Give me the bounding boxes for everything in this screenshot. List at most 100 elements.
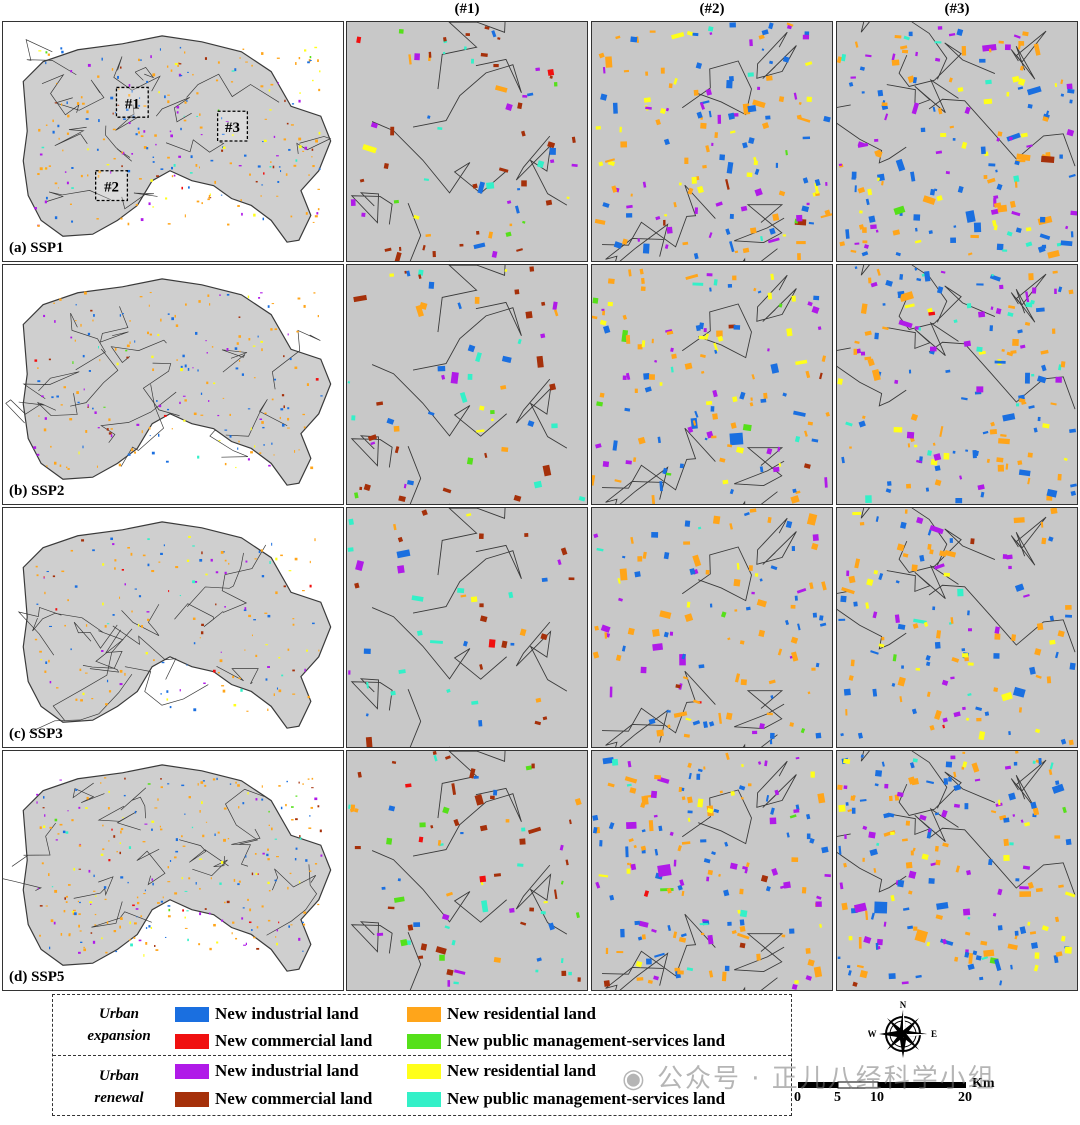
land-patch	[479, 603, 484, 608]
land-patch	[84, 672, 88, 674]
land-patch	[420, 943, 428, 951]
district-boundary	[928, 341, 1076, 410]
district-boundary	[756, 517, 797, 565]
land-patch	[60, 932, 63, 936]
land-patch	[961, 648, 966, 652]
land-patch	[1006, 132, 1021, 142]
land-patch	[269, 561, 271, 564]
legend-item-label: New public management-services land	[447, 1089, 726, 1108]
land-patch	[441, 913, 450, 921]
land-patch	[592, 315, 598, 320]
land-patch	[67, 884, 71, 886]
land-patch	[663, 138, 670, 146]
land-patch	[71, 911, 75, 913]
land-patch	[413, 214, 420, 220]
land-patch	[858, 224, 865, 230]
land-patch	[135, 133, 138, 136]
land-patch	[268, 810, 270, 813]
land-patch	[978, 731, 986, 741]
land-patch	[929, 346, 937, 352]
land-patch	[204, 57, 208, 60]
land-patch	[312, 79, 314, 82]
land-patch	[1063, 457, 1068, 461]
land-patch	[184, 927, 188, 929]
land-patch	[897, 879, 905, 888]
land-patch	[100, 853, 104, 856]
land-patch	[175, 838, 178, 842]
land-patch	[726, 80, 733, 89]
land-patch	[139, 59, 142, 61]
land-patch	[354, 808, 359, 813]
land-patch	[133, 936, 136, 939]
district-boundary	[231, 828, 261, 867]
land-patch	[261, 52, 264, 55]
land-patch	[725, 228, 731, 236]
land-patch	[851, 807, 856, 814]
district-boundary	[142, 362, 180, 417]
land-patch	[493, 956, 502, 963]
land-patch	[949, 125, 955, 129]
district-boundary	[350, 192, 393, 225]
land-patch	[913, 926, 918, 931]
land-patch	[896, 791, 904, 798]
land-patch	[860, 754, 864, 758]
land-patch	[795, 490, 801, 495]
land-patch	[739, 925, 746, 933]
land-patch	[237, 205, 240, 207]
land-patch	[778, 462, 782, 467]
land-patch	[141, 430, 143, 434]
legend-group-label: renewal	[94, 1090, 144, 1106]
land-patch	[825, 182, 828, 186]
land-patch	[712, 413, 719, 420]
land-patch	[241, 917, 244, 920]
land-patch	[135, 908, 139, 910]
zoom-map-graphic	[348, 751, 582, 990]
land-patch	[305, 212, 308, 215]
land-patch	[846, 570, 850, 577]
land-patch	[283, 138, 287, 141]
land-patch	[439, 954, 445, 961]
land-patch	[244, 154, 247, 157]
land-patch	[199, 558, 203, 562]
land-patch	[435, 946, 447, 955]
land-patch	[85, 807, 88, 809]
land-patch	[222, 146, 226, 149]
land-patch	[727, 921, 732, 926]
land-patch	[110, 96, 114, 100]
land-patch	[39, 934, 41, 937]
land-patch	[306, 649, 308, 652]
land-patch	[950, 237, 957, 244]
land-patch	[657, 863, 672, 878]
land-patch	[169, 859, 172, 862]
land-patch	[270, 328, 273, 331]
land-patch	[210, 558, 213, 562]
land-patch	[699, 353, 706, 358]
land-patch	[617, 577, 621, 584]
land-patch	[67, 114, 70, 118]
land-patch	[72, 912, 76, 915]
district-boundary	[605, 709, 669, 747]
land-patch	[128, 84, 131, 87]
land-patch	[730, 790, 735, 796]
land-patch	[258, 550, 261, 554]
land-patch	[256, 947, 260, 950]
land-patch	[421, 509, 428, 516]
land-patch	[249, 173, 251, 176]
land-patch	[281, 394, 285, 397]
land-patch	[637, 556, 643, 562]
land-patch	[527, 826, 542, 835]
land-patch	[276, 687, 279, 690]
land-patch	[121, 151, 124, 154]
land-patch	[398, 246, 402, 251]
land-patch	[516, 248, 523, 252]
land-patch	[184, 101, 187, 104]
land-patch	[651, 531, 659, 538]
land-patch	[882, 303, 886, 306]
land-patch	[167, 223, 171, 225]
land-patch	[929, 188, 936, 196]
land-patch	[178, 62, 180, 64]
land-patch	[362, 143, 377, 154]
land-patch	[739, 888, 744, 895]
land-patch	[296, 330, 299, 333]
land-patch	[52, 119, 54, 123]
